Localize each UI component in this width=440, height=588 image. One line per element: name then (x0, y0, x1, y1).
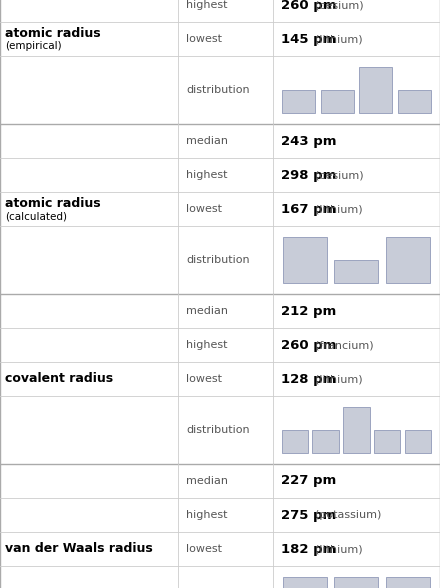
Text: distribution: distribution (186, 85, 250, 95)
Text: lowest: lowest (186, 34, 222, 45)
Text: highest: highest (186, 0, 227, 11)
Text: highest: highest (186, 510, 227, 520)
Bar (385, 577, 430, 588)
Bar (343, 407, 370, 453)
Text: (empirical): (empirical) (5, 41, 62, 51)
Text: (calculated): (calculated) (5, 211, 67, 221)
Text: atomic radius: atomic radius (5, 196, 101, 210)
Text: atomic radius: atomic radius (5, 26, 101, 40)
Text: 298 pm: 298 pm (281, 169, 336, 182)
Text: lowest: lowest (186, 204, 222, 215)
Text: (lithium): (lithium) (315, 544, 362, 554)
Text: highest: highest (186, 340, 227, 350)
Text: van der Waals radius: van der Waals radius (5, 542, 153, 556)
Bar (374, 430, 400, 453)
Text: 243 pm: 243 pm (281, 135, 336, 148)
Text: covalent radius: covalent radius (5, 372, 114, 386)
Bar (334, 577, 378, 588)
Bar (385, 237, 430, 283)
Bar (359, 67, 392, 113)
Bar (283, 237, 327, 283)
Text: median: median (186, 136, 228, 146)
Text: 227 pm: 227 pm (281, 475, 336, 487)
Bar (321, 90, 354, 113)
Text: (lithium): (lithium) (315, 34, 362, 45)
Text: distribution: distribution (186, 255, 250, 265)
Text: (lithium): (lithium) (315, 204, 362, 215)
Text: 260 pm: 260 pm (281, 0, 336, 12)
Text: distribution: distribution (186, 425, 250, 435)
Bar (282, 430, 308, 453)
Text: 212 pm: 212 pm (281, 305, 336, 318)
Bar (283, 577, 327, 588)
Text: lowest: lowest (186, 544, 222, 554)
Text: 128 pm: 128 pm (281, 373, 336, 386)
Text: median: median (186, 476, 228, 486)
Text: 182 pm: 182 pm (281, 543, 336, 556)
Text: highest: highest (186, 170, 227, 181)
Bar (405, 430, 431, 453)
Text: 275 pm: 275 pm (281, 509, 336, 522)
Text: (cesium): (cesium) (315, 170, 363, 181)
Text: lowest: lowest (186, 374, 222, 385)
Text: (lithium): (lithium) (315, 374, 362, 385)
Bar (398, 90, 431, 113)
Text: 145 pm: 145 pm (281, 33, 336, 46)
Text: median: median (186, 306, 228, 316)
Text: 260 pm: 260 pm (281, 339, 336, 352)
Bar (312, 430, 339, 453)
Text: (cesium): (cesium) (315, 0, 363, 11)
Text: (francium): (francium) (315, 340, 373, 350)
Bar (334, 260, 378, 283)
Text: 167 pm: 167 pm (281, 203, 336, 216)
Bar (282, 90, 315, 113)
Text: (potassium): (potassium) (315, 510, 381, 520)
